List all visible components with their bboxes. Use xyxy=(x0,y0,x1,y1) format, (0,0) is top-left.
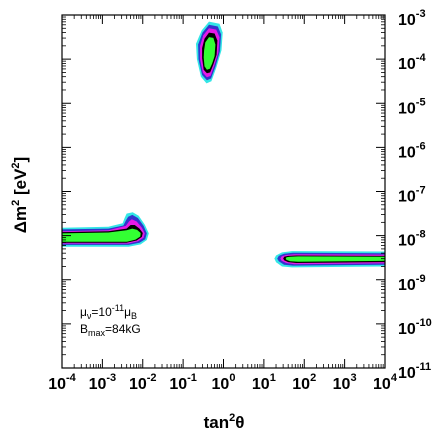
y-ticks xyxy=(62,14,385,369)
x-tick-label: 10-3 xyxy=(89,372,117,393)
x-tick-label: 100 xyxy=(212,372,236,393)
y-tick-label: 10-7 xyxy=(398,185,426,206)
contour-region-low xyxy=(274,251,385,268)
x-tick-labels: 10-4 10-3 10-2 10-1 100 101 102 103 104 xyxy=(48,372,398,393)
contour-low-level-5 xyxy=(285,256,385,262)
y-tick-label: 10-8 xyxy=(398,229,426,250)
contour-region-lma xyxy=(196,21,223,84)
y-tick-label: 10-3 xyxy=(398,8,426,29)
x-tick-label: 10-4 xyxy=(48,372,76,393)
x-axis-title: tan2θ xyxy=(204,412,245,432)
y-tick-label: 10-10 xyxy=(398,317,432,338)
contour-sma-level-5 xyxy=(62,228,141,242)
y-tick-labels: 10-11 10-10 10-9 10-8 10-7 10-6 10-5 10-4 10-3 xyxy=(398,8,432,382)
x-tick-label: 104 xyxy=(373,372,398,393)
x-tick-label: 10-1 xyxy=(169,372,197,393)
y-tick-label: 10-9 xyxy=(398,273,426,294)
x-tick-label: 101 xyxy=(252,372,276,393)
y-axis-title: Δm2 [eV2] xyxy=(10,157,30,233)
plot-area xyxy=(62,21,385,268)
y-tick-label: 10-11 xyxy=(398,361,431,382)
contour-lma-level-5 xyxy=(203,37,216,70)
y-tick-label: 10-5 xyxy=(398,96,426,117)
x-ticks xyxy=(61,15,386,368)
contour-region-sma xyxy=(62,212,149,247)
annotation-magnetic-moment: μν=10-11μB xyxy=(80,303,137,321)
y-tick-label: 10-6 xyxy=(398,140,426,161)
x-tick-label: 103 xyxy=(333,372,357,393)
annotation-magnetic-field: Bmax=84kG xyxy=(80,322,141,338)
x-tick-label: 10-2 xyxy=(129,372,157,393)
y-tick-label: 10-4 xyxy=(398,52,426,73)
x-tick-label: 102 xyxy=(292,372,316,393)
